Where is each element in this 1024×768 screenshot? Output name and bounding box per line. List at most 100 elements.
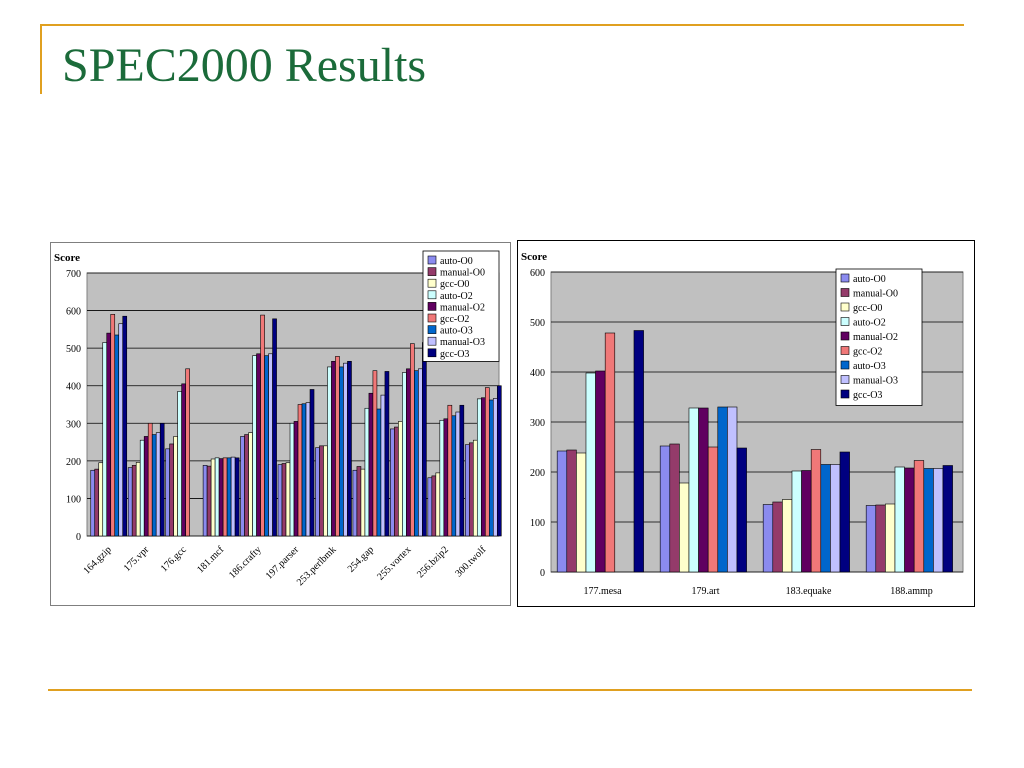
legend-label: gcc-O0 xyxy=(440,279,469,290)
bar xyxy=(114,334,120,537)
x-tick-label: 256.bzip2 xyxy=(415,544,451,580)
bar xyxy=(488,399,494,537)
bar xyxy=(933,468,944,573)
bar xyxy=(202,465,208,537)
legend-label: manual-O2 xyxy=(440,302,485,313)
bar xyxy=(410,343,415,537)
bar xyxy=(106,332,112,537)
bar xyxy=(894,466,905,573)
bar xyxy=(414,370,419,537)
bar xyxy=(155,432,161,537)
bar xyxy=(159,422,165,537)
bar xyxy=(390,428,395,537)
bar xyxy=(576,452,587,573)
legend-swatch xyxy=(840,389,850,399)
bar xyxy=(830,464,841,573)
bar xyxy=(839,451,850,573)
bar xyxy=(240,436,245,537)
bar xyxy=(942,465,953,573)
bar xyxy=(281,463,287,537)
bar xyxy=(913,460,925,573)
bar xyxy=(339,366,344,537)
slide-title: SPEC2000 Results xyxy=(62,39,427,92)
bar xyxy=(679,482,690,573)
bar xyxy=(293,421,299,537)
bar xyxy=(319,445,324,537)
legend-label: auto-O3 xyxy=(853,361,886,372)
bar xyxy=(173,436,178,537)
bar xyxy=(472,439,478,537)
y-tick-label: 500 xyxy=(530,318,545,329)
chart-left-frame: Score 0 100 200 300 400 500 600 700 164.gzip 175.v… xyxy=(50,242,511,606)
legend-swatch xyxy=(840,317,850,326)
bar xyxy=(110,314,116,537)
bar xyxy=(268,353,273,537)
bar xyxy=(165,448,170,537)
bar xyxy=(556,450,568,573)
legend-swatch xyxy=(427,267,437,276)
x-tick-label: 179.art xyxy=(691,586,719,597)
bar xyxy=(380,394,386,537)
bar xyxy=(285,462,291,537)
y-axis-title: Score xyxy=(521,251,547,263)
bar xyxy=(315,447,320,537)
bar xyxy=(252,355,257,537)
title-side-rule xyxy=(40,24,42,94)
legend-swatch xyxy=(427,313,437,323)
legend-label: gcc-O2 xyxy=(853,347,882,358)
bar xyxy=(496,385,502,537)
bar xyxy=(727,406,738,573)
x-tick-label: 181.mcf xyxy=(195,544,227,576)
legend-label: gcc-O0 xyxy=(853,303,882,314)
bar xyxy=(301,403,307,537)
title-top-rule xyxy=(40,24,964,26)
legend-swatch xyxy=(427,255,437,265)
bar xyxy=(810,449,822,573)
bar xyxy=(698,407,709,573)
x-tick-label: 164.gzip xyxy=(82,544,114,576)
bar xyxy=(427,477,433,537)
bar xyxy=(451,415,457,537)
bar xyxy=(234,457,240,537)
bar xyxy=(492,398,498,537)
y-tick-label: 500 xyxy=(66,344,81,355)
bar xyxy=(248,432,253,537)
y-tick-label: 400 xyxy=(530,368,545,379)
bar xyxy=(707,446,719,573)
legend-label: auto-O0 xyxy=(853,274,886,285)
legend-swatch xyxy=(427,290,437,300)
chart-left: Score 0 100 200 300 400 500 600 700 164.gzip 175.v… xyxy=(54,250,502,588)
bar xyxy=(480,397,486,537)
legend-swatch xyxy=(840,346,850,355)
y-tick-label: 600 xyxy=(530,268,545,279)
bar xyxy=(669,443,680,573)
bar xyxy=(272,318,277,537)
y-tick-label: 200 xyxy=(530,468,545,479)
bar xyxy=(289,422,295,537)
bar xyxy=(865,505,877,573)
legend-swatch xyxy=(427,325,437,334)
x-tick-label: 253.perlbmk xyxy=(295,544,339,588)
legend-swatch xyxy=(840,331,850,341)
bar xyxy=(127,467,133,537)
bar xyxy=(335,356,340,537)
x-tick-label: 177.mesa xyxy=(583,586,622,597)
bar xyxy=(94,468,100,537)
bar xyxy=(402,372,407,537)
bar xyxy=(352,469,358,537)
bar xyxy=(455,411,461,537)
bar xyxy=(364,407,370,537)
bar xyxy=(218,458,224,537)
legend-swatch xyxy=(427,302,437,311)
x-tick-label: 175.vpr xyxy=(122,544,152,574)
chart-right: Score 0 100 200 300 400 500 600 177.mesa 179.art 1… xyxy=(521,251,964,597)
x-tick-label: 300.twolf xyxy=(453,544,489,580)
bar xyxy=(435,472,441,537)
y-tick-label: 100 xyxy=(66,494,81,505)
bar xyxy=(177,391,182,537)
bar xyxy=(98,462,104,537)
bar xyxy=(277,464,283,537)
bar xyxy=(688,407,699,573)
x-tick-label: 186.crafty xyxy=(227,544,264,581)
bar xyxy=(633,330,644,573)
